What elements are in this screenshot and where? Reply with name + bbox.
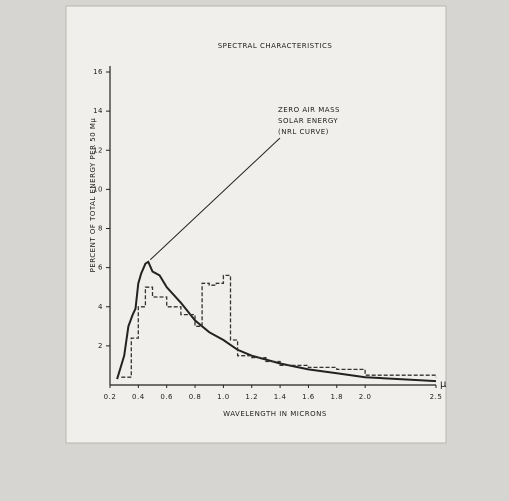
chart-title: SPECTRAL CHARACTERISTICS	[218, 42, 333, 50]
y-tick-label: 16	[93, 68, 103, 76]
x-tick-label: 0.6	[160, 393, 173, 401]
y-tick-label: 6	[98, 264, 103, 272]
x-unit: μ	[440, 379, 447, 390]
annotation: ZERO AIR MASS	[278, 106, 340, 114]
x-tick-label: 1.6	[302, 393, 315, 401]
x-tick-label: 1.4	[274, 393, 287, 401]
y-tick-label: 8	[98, 225, 103, 233]
x-tick-label: 2.0	[359, 393, 372, 401]
x-tick-label: 2.5	[430, 393, 443, 401]
y-tick-label: 10	[93, 185, 103, 193]
x-tick-label: 0.4	[132, 393, 145, 401]
y-axis-label: PERCENT OF TOTAL ENERGY PER 50 Mμ	[89, 118, 97, 273]
x-tick-label: 0.8	[189, 393, 202, 401]
x-axis-label: WAVELENGTH IN MICRONS	[223, 410, 327, 418]
annotation: (NRL CURVE)	[278, 128, 329, 136]
x-tick-label: 1.0	[217, 393, 230, 401]
annotation-leader	[149, 137, 281, 261]
y-tick-label: 14	[93, 107, 103, 115]
annotation: SOLAR ENERGY	[278, 117, 338, 125]
card	[65, 5, 447, 444]
x-tick-label: 1.2	[245, 393, 258, 401]
y-tick-label: 4	[98, 303, 103, 311]
y-tick-label: 12	[93, 146, 103, 154]
series-line	[121, 274, 437, 378]
x-tick-label: 1.8	[330, 393, 343, 401]
series-line	[116, 260, 437, 383]
y-tick-label: 2	[98, 342, 103, 350]
x-tick-label: 0.2	[104, 393, 117, 401]
